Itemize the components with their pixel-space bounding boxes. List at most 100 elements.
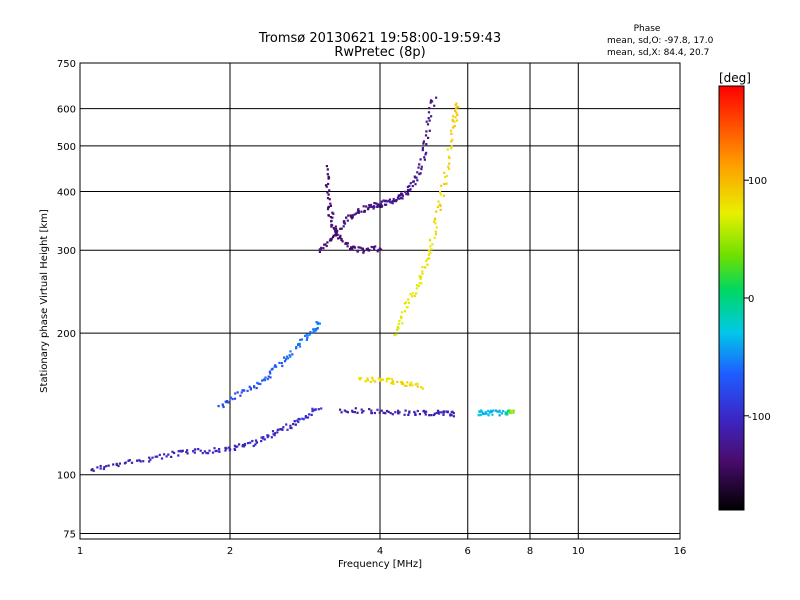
- data-point: [512, 409, 515, 412]
- data-point: [428, 129, 431, 132]
- data-point: [455, 111, 458, 114]
- data-point: [257, 382, 260, 385]
- data-point: [384, 412, 387, 415]
- data-point: [429, 245, 432, 248]
- data-point: [170, 455, 173, 458]
- data-point: [317, 321, 320, 324]
- data-point: [351, 214, 354, 217]
- data-point: [326, 197, 330, 200]
- data-point: [435, 411, 438, 415]
- data-point: [280, 428, 283, 431]
- data-point: [96, 466, 99, 469]
- data-point: [302, 418, 305, 421]
- data-point: [491, 413, 494, 416]
- data-point: [401, 192, 404, 195]
- data-point: [142, 460, 145, 463]
- data-point: [177, 450, 180, 453]
- data-point: [268, 370, 271, 373]
- data-point: [326, 208, 330, 211]
- data-point: [208, 449, 211, 452]
- data-point: [255, 387, 258, 390]
- x-tick-label: 8: [527, 546, 533, 557]
- data-point: [362, 249, 366, 252]
- data-point: [427, 249, 430, 252]
- data-point: [392, 382, 395, 385]
- data-point: [353, 246, 357, 249]
- data-point: [105, 465, 108, 468]
- data-point: [400, 380, 404, 384]
- data-point: [446, 148, 449, 151]
- data-point: [283, 360, 287, 363]
- data-point: [450, 147, 453, 150]
- data-point: [376, 250, 379, 253]
- data-point: [242, 445, 246, 448]
- data-point: [282, 426, 285, 429]
- data-point: [424, 134, 428, 137]
- data-point: [289, 350, 292, 353]
- data-point: [397, 322, 400, 325]
- data-point: [378, 203, 381, 206]
- data-point: [332, 236, 335, 239]
- data-point: [173, 451, 176, 455]
- data-point: [218, 450, 221, 453]
- data-point: [249, 388, 252, 391]
- data-point: [274, 364, 277, 367]
- data-point: [314, 329, 318, 332]
- data-point: [295, 345, 298, 349]
- y-tick-label: 600: [57, 105, 76, 116]
- data-point: [416, 409, 419, 413]
- data-point: [391, 202, 394, 205]
- colorbar-tick-label: 100: [748, 176, 767, 187]
- data-point: [218, 448, 221, 451]
- data-point: [297, 420, 300, 424]
- data-point: [351, 410, 354, 413]
- data-point: [267, 375, 270, 378]
- data-point: [403, 310, 407, 313]
- data-point: [148, 456, 151, 459]
- data-point: [369, 203, 373, 207]
- data-point: [484, 411, 487, 414]
- data-point: [399, 194, 402, 197]
- data-point: [367, 249, 371, 252]
- data-point: [428, 239, 432, 242]
- data-point: [308, 333, 311, 336]
- data-point: [397, 409, 400, 412]
- data-point: [330, 237, 333, 240]
- data-point: [311, 407, 314, 410]
- data-point: [222, 405, 225, 409]
- data-point: [289, 426, 292, 429]
- data-point: [233, 397, 237, 400]
- data-point: [421, 265, 424, 269]
- data-point: [418, 275, 421, 278]
- data-point: [456, 113, 459, 116]
- data-point: [160, 457, 164, 460]
- data-point: [404, 409, 407, 412]
- data-point: [426, 263, 429, 266]
- data-point: [398, 319, 401, 323]
- data-point: [254, 439, 258, 442]
- data-point: [443, 182, 446, 186]
- data-point: [318, 322, 321, 325]
- data-point: [231, 398, 234, 401]
- data-point: [431, 243, 434, 246]
- data-point: [448, 162, 451, 165]
- data-point: [99, 464, 102, 468]
- data-point: [356, 411, 359, 414]
- data-point: [266, 378, 269, 381]
- data-point: [107, 464, 110, 467]
- data-point: [224, 449, 227, 452]
- data-point: [422, 409, 426, 412]
- data-point: [445, 182, 448, 185]
- data-point: [318, 250, 321, 253]
- data-point: [436, 409, 440, 412]
- data-point: [304, 334, 307, 337]
- data-point: [385, 409, 389, 413]
- data-point: [419, 158, 422, 161]
- data-point: [276, 431, 279, 434]
- data-point: [330, 220, 333, 223]
- y-axis-label: Stationary phase Virtual Height [km]: [39, 209, 50, 393]
- data-point: [249, 441, 252, 444]
- data-point: [435, 96, 438, 99]
- stats-x-line: mean, sd,X: 84.4, 20.7: [607, 48, 709, 58]
- data-point: [320, 407, 323, 410]
